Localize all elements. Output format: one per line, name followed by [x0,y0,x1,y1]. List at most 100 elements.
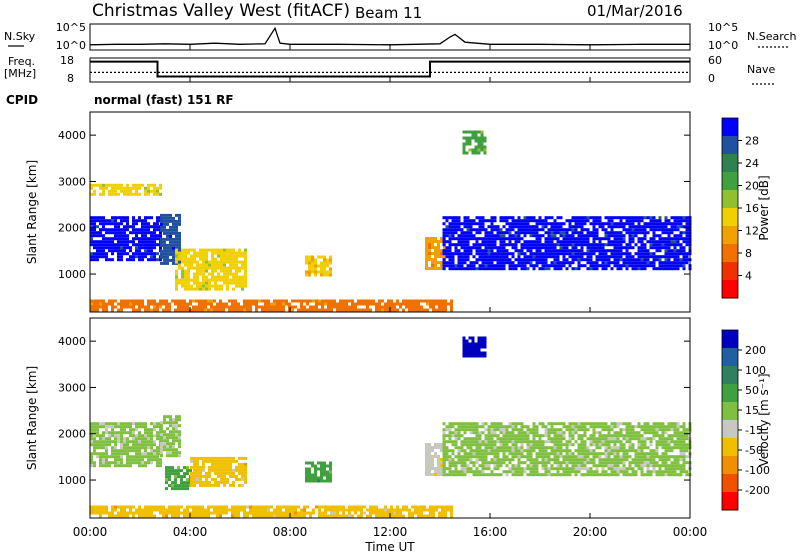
velocity-cell-region-6 [664,428,668,432]
power-cell-region-6 [550,249,554,253]
power-cell-region-6 [490,255,494,259]
power-cell-region-3 [181,269,184,273]
power-cell-region-6 [544,246,548,250]
velocity-cell-region-6 [619,449,623,453]
power-cell-region-6 [496,225,500,229]
velocity-cell-region-6 [496,434,500,438]
velocity-cell-region-6 [574,455,578,459]
velocity-cell-region-6 [568,452,572,456]
velocity-cell-region-6 [598,422,602,426]
velocity-cell-region-6 [655,470,659,474]
velocity-cell-region-6 [655,428,659,432]
velocity-cell-region-0 [99,437,102,441]
power-cell-region-8 [309,299,312,303]
velocity-cell-region-1 [178,424,181,428]
power-cell-region-0 [150,255,153,259]
velocity-cell-region-6 [511,464,515,468]
velocity-cell-region-1 [175,433,178,437]
velocity-cell-region-6 [463,467,467,471]
power-cell-region-3 [217,287,220,291]
velocity-cell-region-6 [550,431,554,435]
velocity-cell-region-6 [604,422,608,426]
power-cell-region-8 [363,299,366,303]
power-cell-region-8 [234,302,237,306]
power-cell-region-6 [622,216,626,220]
velocity-cell-region-7 [471,348,475,352]
power-cell-region-8 [120,302,123,306]
velocity-cell-region-7 [477,339,481,343]
velocity-cell-region-8 [276,511,279,515]
velocity-cell-region-6 [655,440,659,444]
power-cell-region-2 [172,243,175,247]
power-cell-region-3 [181,254,184,258]
power-cell-region-0 [153,252,156,256]
velocity-cell-region-4 [326,470,329,474]
power-cell-region-0 [150,234,153,238]
power-cell-region-8 [102,308,105,312]
velocity-cell-region-6 [502,458,506,462]
power-cell-region-3 [217,263,220,267]
velocity-cell-region-6 [613,458,617,462]
power-cell-region-8 [393,308,396,312]
velocity-cell-region-8 [147,508,150,512]
power-cell-region-8 [351,305,354,309]
velocity-cell-region-3 [244,474,247,478]
velocity-cell-region-6 [514,422,518,426]
velocity-cell-region-0 [120,449,123,453]
power-cell-region-6 [571,246,575,250]
velocity-cell-region-6 [643,431,647,435]
power-cell-region-0 [117,243,120,247]
velocity-cell-region-6 [523,455,527,459]
power-cell-region-3 [175,284,178,288]
power-cell-region-1 [135,186,138,190]
velocity-cell-region-0 [138,425,141,429]
power-cell-region-6 [625,264,629,268]
power-cell-region-2 [178,240,181,244]
power-cell-region-3 [238,248,241,252]
velocity-cell-region-6 [487,425,491,429]
power-cell-region-3 [238,251,241,255]
power-cell-region-6 [610,222,614,226]
velocity-cell-region-8 [126,514,129,518]
power-cell-region-6 [565,231,569,235]
power-cell-region-3 [241,281,244,285]
power-cell-region-4 [329,261,332,265]
power-cell-region-6 [664,240,668,244]
velocity-cell-region-6 [505,446,509,450]
velocity-cell-region-8 [186,514,189,518]
power-cell-region-6 [640,246,644,250]
velocity-cell-region-5 [440,449,443,452]
velocity-cell-region-6 [646,425,650,429]
velocity-cell-region-8 [348,508,351,512]
power-cell-region-6 [469,261,473,265]
velocity-cell-region-0 [93,452,96,456]
velocity-cell-region-5 [431,467,434,470]
velocity-cell-region-3 [190,483,193,487]
power-cell-region-6 [535,258,539,262]
power-cell-region-8 [153,299,156,303]
velocity-cell-region-6 [529,470,533,474]
power-cell-region-5 [440,261,443,264]
power-cell-region-6 [646,225,650,229]
velocity-cell-region-3 [217,480,220,484]
power-cell-region-6 [619,258,623,262]
power-cell-region-8 [402,299,405,303]
velocity-cell-region-6 [523,437,527,441]
power-cell-region-0 [111,231,114,235]
velocity-cell-region-8 [330,511,333,515]
velocity-cell-region-8 [120,514,123,518]
velocity-cell-region-6 [544,425,548,429]
velocity-cell-region-8 [309,511,312,515]
velocity-cell-region-0 [90,461,93,465]
velocity-cell-region-6 [571,437,575,441]
velocity-cell-region-6 [664,464,668,468]
velocity-cell-region-6 [676,428,680,432]
velocity-cell-region-6 [553,467,557,471]
velocity-cell-region-6 [661,431,665,435]
velocity-cell-region-6 [610,467,614,471]
velocity-cell-region-0 [96,443,99,447]
power-cell-region-6 [682,252,686,256]
velocity-cell-region-8 [333,514,336,518]
cpid-value: normal (fast) 151 RF [94,93,234,107]
velocity-cell-region-6 [685,431,689,435]
